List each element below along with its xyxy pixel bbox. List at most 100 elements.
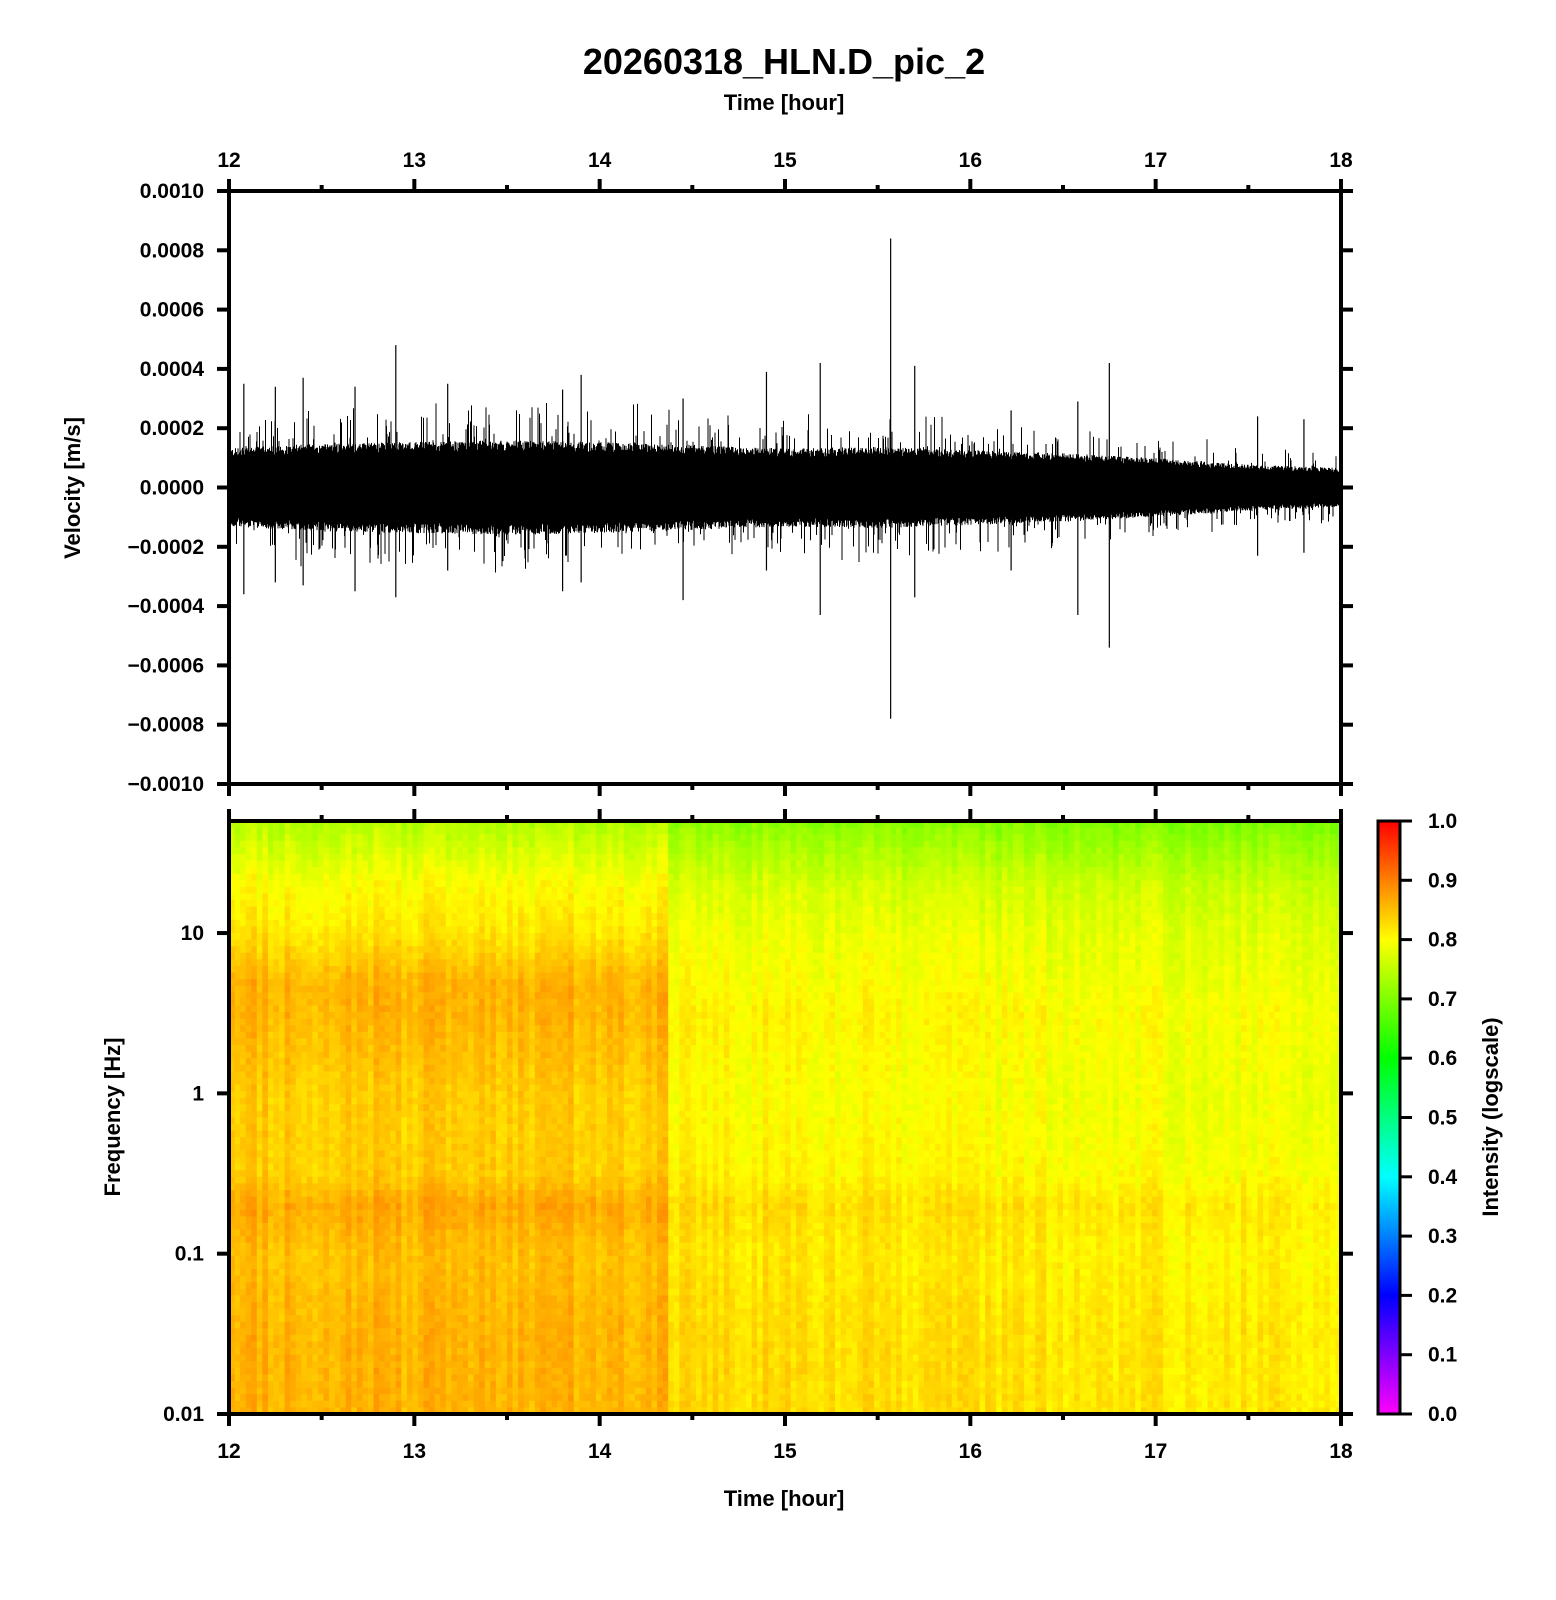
spectrogram-cell bbox=[429, 873, 436, 881]
spectrogram-cell bbox=[523, 1189, 530, 1198]
spectrogram-cell bbox=[373, 1288, 380, 1296]
spectrogram-cell bbox=[295, 1222, 302, 1231]
spectrogram-cell bbox=[295, 1328, 302, 1336]
spectrogram-cell bbox=[301, 1051, 308, 1059]
spectrogram-cell bbox=[351, 840, 358, 848]
spectrogram-cell bbox=[484, 1315, 491, 1323]
spectrogram-cell bbox=[479, 880, 486, 888]
spectrogram-cell bbox=[406, 1110, 414, 1119]
spectrogram-cell bbox=[456, 1137, 464, 1145]
spectrogram-cell bbox=[507, 965, 514, 974]
spectrogram-cell bbox=[373, 1249, 380, 1257]
spectrogram-cell bbox=[290, 1071, 297, 1079]
spectrogram-cell bbox=[490, 1051, 497, 1059]
spectrogram-cell bbox=[373, 1018, 380, 1026]
spectrogram-cell bbox=[395, 1157, 402, 1165]
spectrogram-cell bbox=[301, 1354, 308, 1362]
spectrogram-cell bbox=[423, 1361, 430, 1369]
spectrogram-cell bbox=[295, 1255, 302, 1264]
spectrogram-cell bbox=[256, 1381, 263, 1389]
spectrogram-cell bbox=[479, 1269, 486, 1277]
spectrogram-cell bbox=[245, 1341, 252, 1349]
spectrogram-cell bbox=[406, 873, 414, 881]
spectrogram-cell bbox=[306, 998, 313, 1007]
spectrogram-cell bbox=[340, 1064, 347, 1072]
spectrogram-cell bbox=[351, 900, 358, 908]
spectrogram-cell bbox=[490, 860, 497, 868]
spectrogram-cell bbox=[290, 1176, 297, 1184]
spectrogram-cell bbox=[401, 1367, 408, 1376]
spectrogram-cell bbox=[340, 1203, 347, 1211]
spectrogram-cell bbox=[518, 933, 525, 941]
spectrogram-cell bbox=[273, 1097, 280, 1105]
spectrogram-cell bbox=[507, 867, 514, 875]
spectrogram-cell bbox=[245, 1084, 252, 1092]
spectrogram-cell bbox=[456, 1176, 464, 1184]
spectrogram-cell bbox=[245, 1295, 252, 1303]
spectrogram-cell bbox=[456, 1315, 464, 1323]
spectrogram-cell bbox=[256, 834, 263, 842]
spectrogram-cell bbox=[384, 1222, 391, 1231]
spectrogram-cell bbox=[334, 847, 341, 855]
spectrogram-cell bbox=[440, 1341, 447, 1349]
spectrogram-cell bbox=[484, 1394, 491, 1402]
spectrogram-cell bbox=[406, 1183, 414, 1191]
spectrogram-cell bbox=[251, 906, 258, 914]
spectrogram-cell bbox=[312, 886, 319, 895]
spectrogram-cell bbox=[512, 1381, 519, 1389]
spectrogram-cell bbox=[329, 834, 336, 842]
spectrogram-cell bbox=[440, 1394, 447, 1402]
spectrogram-cell bbox=[495, 1091, 503, 1099]
spectrogram-cell bbox=[440, 1157, 447, 1165]
spectrogram-cell bbox=[456, 1143, 464, 1152]
spectrogram-cell bbox=[284, 1130, 291, 1138]
spectrogram-cell bbox=[445, 880, 452, 888]
spectrogram-cell bbox=[523, 1038, 530, 1046]
spectrogram-cell bbox=[445, 1394, 452, 1402]
spectrogram-cell bbox=[329, 1315, 336, 1323]
spectrogram-cell bbox=[290, 1051, 297, 1059]
spectrogram-cell bbox=[295, 1288, 302, 1296]
spectrogram-cell bbox=[390, 880, 397, 888]
spectrogram-cell bbox=[234, 1157, 241, 1165]
spectrogram-cell bbox=[345, 913, 352, 921]
spectrogram-cell bbox=[351, 847, 358, 855]
spectrogram-cell bbox=[373, 1374, 380, 1382]
spectrogram-cell bbox=[423, 1038, 430, 1046]
spectrogram-cell bbox=[234, 1361, 241, 1369]
spectrogram-cell bbox=[412, 1381, 419, 1389]
spectrogram-cell bbox=[512, 1091, 519, 1099]
spectrogram-cell bbox=[362, 1058, 369, 1066]
spectrogram-cell bbox=[445, 1157, 452, 1165]
spectrogram-cell bbox=[317, 1400, 325, 1409]
spectrogram-cell bbox=[456, 1097, 464, 1105]
spectrogram-cell bbox=[229, 1097, 236, 1105]
spectrogram-cell bbox=[479, 1176, 486, 1184]
spectrogram-cell bbox=[362, 926, 369, 934]
spectrogram-cell bbox=[284, 893, 291, 901]
spectrogram-cell bbox=[406, 1097, 414, 1105]
spectrogram-cell bbox=[507, 1301, 514, 1310]
spectrogram-cell bbox=[418, 1295, 425, 1303]
spectrogram-cell bbox=[284, 1124, 291, 1132]
spectrogram-cell bbox=[451, 1163, 458, 1171]
spectrogram-cell bbox=[523, 1282, 530, 1290]
spectrogram-cell bbox=[267, 1124, 275, 1132]
spectrogram-cell bbox=[484, 1143, 491, 1152]
spectrogram-cell bbox=[312, 1407, 319, 1415]
spectrogram-cell bbox=[345, 1157, 352, 1165]
spectrogram-cell bbox=[351, 1321, 358, 1329]
spectrogram-cell bbox=[451, 1051, 458, 1059]
spectrogram-cell bbox=[529, 1005, 536, 1013]
spectrogram-cell bbox=[445, 1229, 452, 1237]
spectrogram-cell bbox=[334, 827, 341, 835]
spectrogram-cell bbox=[356, 1341, 364, 1349]
spectrogram-cell bbox=[245, 1110, 252, 1119]
spectrogram-cell bbox=[345, 1348, 352, 1356]
spectrogram-cell bbox=[412, 939, 419, 947]
spectrogram-cell bbox=[323, 1262, 330, 1270]
spectrogram-cell bbox=[345, 1216, 352, 1224]
spectrogram-cell bbox=[473, 886, 480, 895]
spectrogram-cell bbox=[501, 1025, 508, 1033]
spectrogram-cell bbox=[406, 1288, 414, 1296]
